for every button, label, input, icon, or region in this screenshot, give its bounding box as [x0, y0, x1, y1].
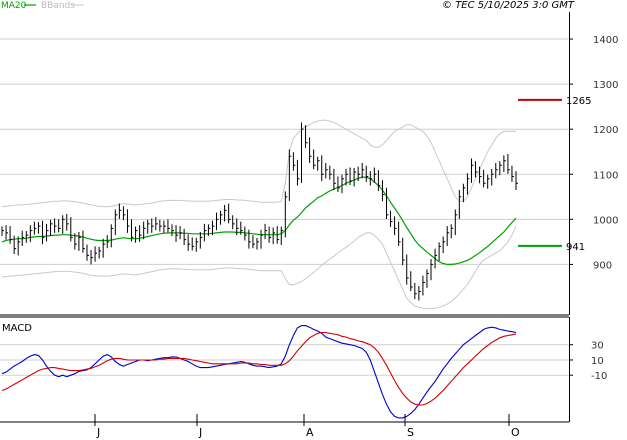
month-label: O: [511, 426, 520, 439]
price-tick-label: 1200: [593, 125, 618, 136]
macd-line: [1, 325, 517, 419]
ma20-line: [1, 176, 517, 265]
bbands-lower-line: [1, 225, 517, 310]
macd-label: MACD: [2, 323, 32, 334]
copyright-timestamp: © TEC 5/10/2025 3:0 GMT: [442, 0, 575, 11]
month-label: J: [96, 426, 100, 439]
month-label: A: [306, 426, 314, 439]
price-tick-label: 900: [593, 260, 612, 271]
macd-tick-label: -10: [591, 371, 607, 382]
price-tick-label: 1000: [593, 215, 618, 226]
price-levels: 1265 941: [518, 96, 591, 253]
legend-bbands: BBands: [41, 1, 75, 11]
price-tick-label: 1300: [593, 80, 618, 91]
signal-line: [1, 331, 517, 406]
legend-ma20: MA20: [1, 1, 27, 11]
price-tick-label: 1400: [593, 35, 618, 46]
month-label: J: [198, 426, 202, 439]
macd-tick-label: 10: [591, 356, 604, 367]
support-level-label: 941: [566, 242, 585, 253]
bollinger-bands: [1, 119, 517, 310]
price-tick-label: 1100: [593, 170, 618, 181]
price-bars: [1, 122, 518, 301]
price-gridlines: [0, 38, 569, 265]
ma20-line-group: [1, 176, 517, 265]
macd-lines: [1, 325, 517, 419]
macd-axis-ticks: 30 10 -10: [569, 341, 607, 382]
macd-gridlines: [0, 344, 569, 376]
macd-tick-label: 30: [591, 341, 604, 352]
resistance-level-label: 1265: [566, 96, 591, 107]
bbands-upper-line: [1, 119, 516, 208]
price-axis-ticks: 900 1000 1100 1200 1300 1400: [569, 35, 618, 271]
month-label: S: [407, 426, 414, 439]
